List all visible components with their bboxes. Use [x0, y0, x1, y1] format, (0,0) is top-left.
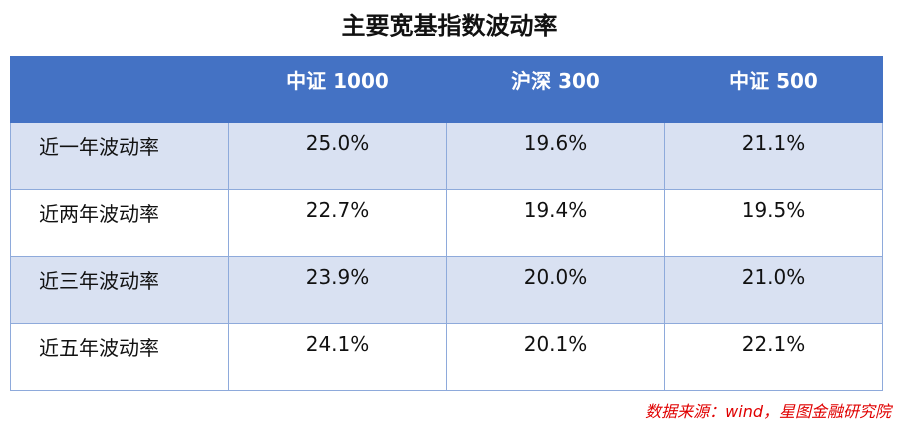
table-row: 近五年波动率 24.1% 20.1% 22.1% [10, 323, 883, 391]
cell: 20.1% [446, 323, 665, 391]
header-corner [10, 56, 229, 123]
row-label: 近两年波动率 [10, 189, 229, 257]
cell: 25.0% [228, 122, 447, 190]
source-note: 数据来源：wind，星图金融研究院 [645, 402, 891, 421]
column-header: 沪深 300 [446, 56, 665, 123]
cell: 19.5% [664, 189, 883, 257]
table-row: 近一年波动率 25.0% 19.6% 21.1% [10, 122, 883, 190]
cell: 22.1% [664, 323, 883, 391]
cell: 19.6% [446, 122, 665, 190]
cell: 22.7% [228, 189, 447, 257]
table: 中证 1000 沪深 300 中证 500 近一年波动率 25.0% 19.6% 21.1… [10, 56, 883, 391]
cell: 20.0% [446, 256, 665, 324]
row-label: 近一年波动率 [10, 122, 229, 190]
table-body: 近一年波动率 25.0% 19.6% 21.1% 近两年波动率 22.7% 19.4% 19.… [10, 122, 883, 391]
table-row: 近三年波动率 23.9% 20.0% 21.0% [10, 256, 883, 324]
cell: 19.4% [446, 189, 665, 257]
header-row: 中证 1000 沪深 300 中证 500 [10, 56, 883, 123]
column-header: 中证 500 [664, 56, 883, 123]
title: 主要宽基指数波动率 [341, 12, 558, 40]
cell: 21.1% [664, 122, 883, 190]
table-row: 近两年波动率 22.7% 19.4% 19.5% [10, 189, 883, 257]
cell: 24.1% [228, 323, 447, 391]
row-label: 近三年波动率 [10, 256, 229, 324]
cell: 21.0% [664, 256, 883, 324]
row-label: 近五年波动率 [10, 323, 229, 391]
column-header: 中证 1000 [228, 56, 447, 123]
cell: 23.9% [228, 256, 447, 324]
